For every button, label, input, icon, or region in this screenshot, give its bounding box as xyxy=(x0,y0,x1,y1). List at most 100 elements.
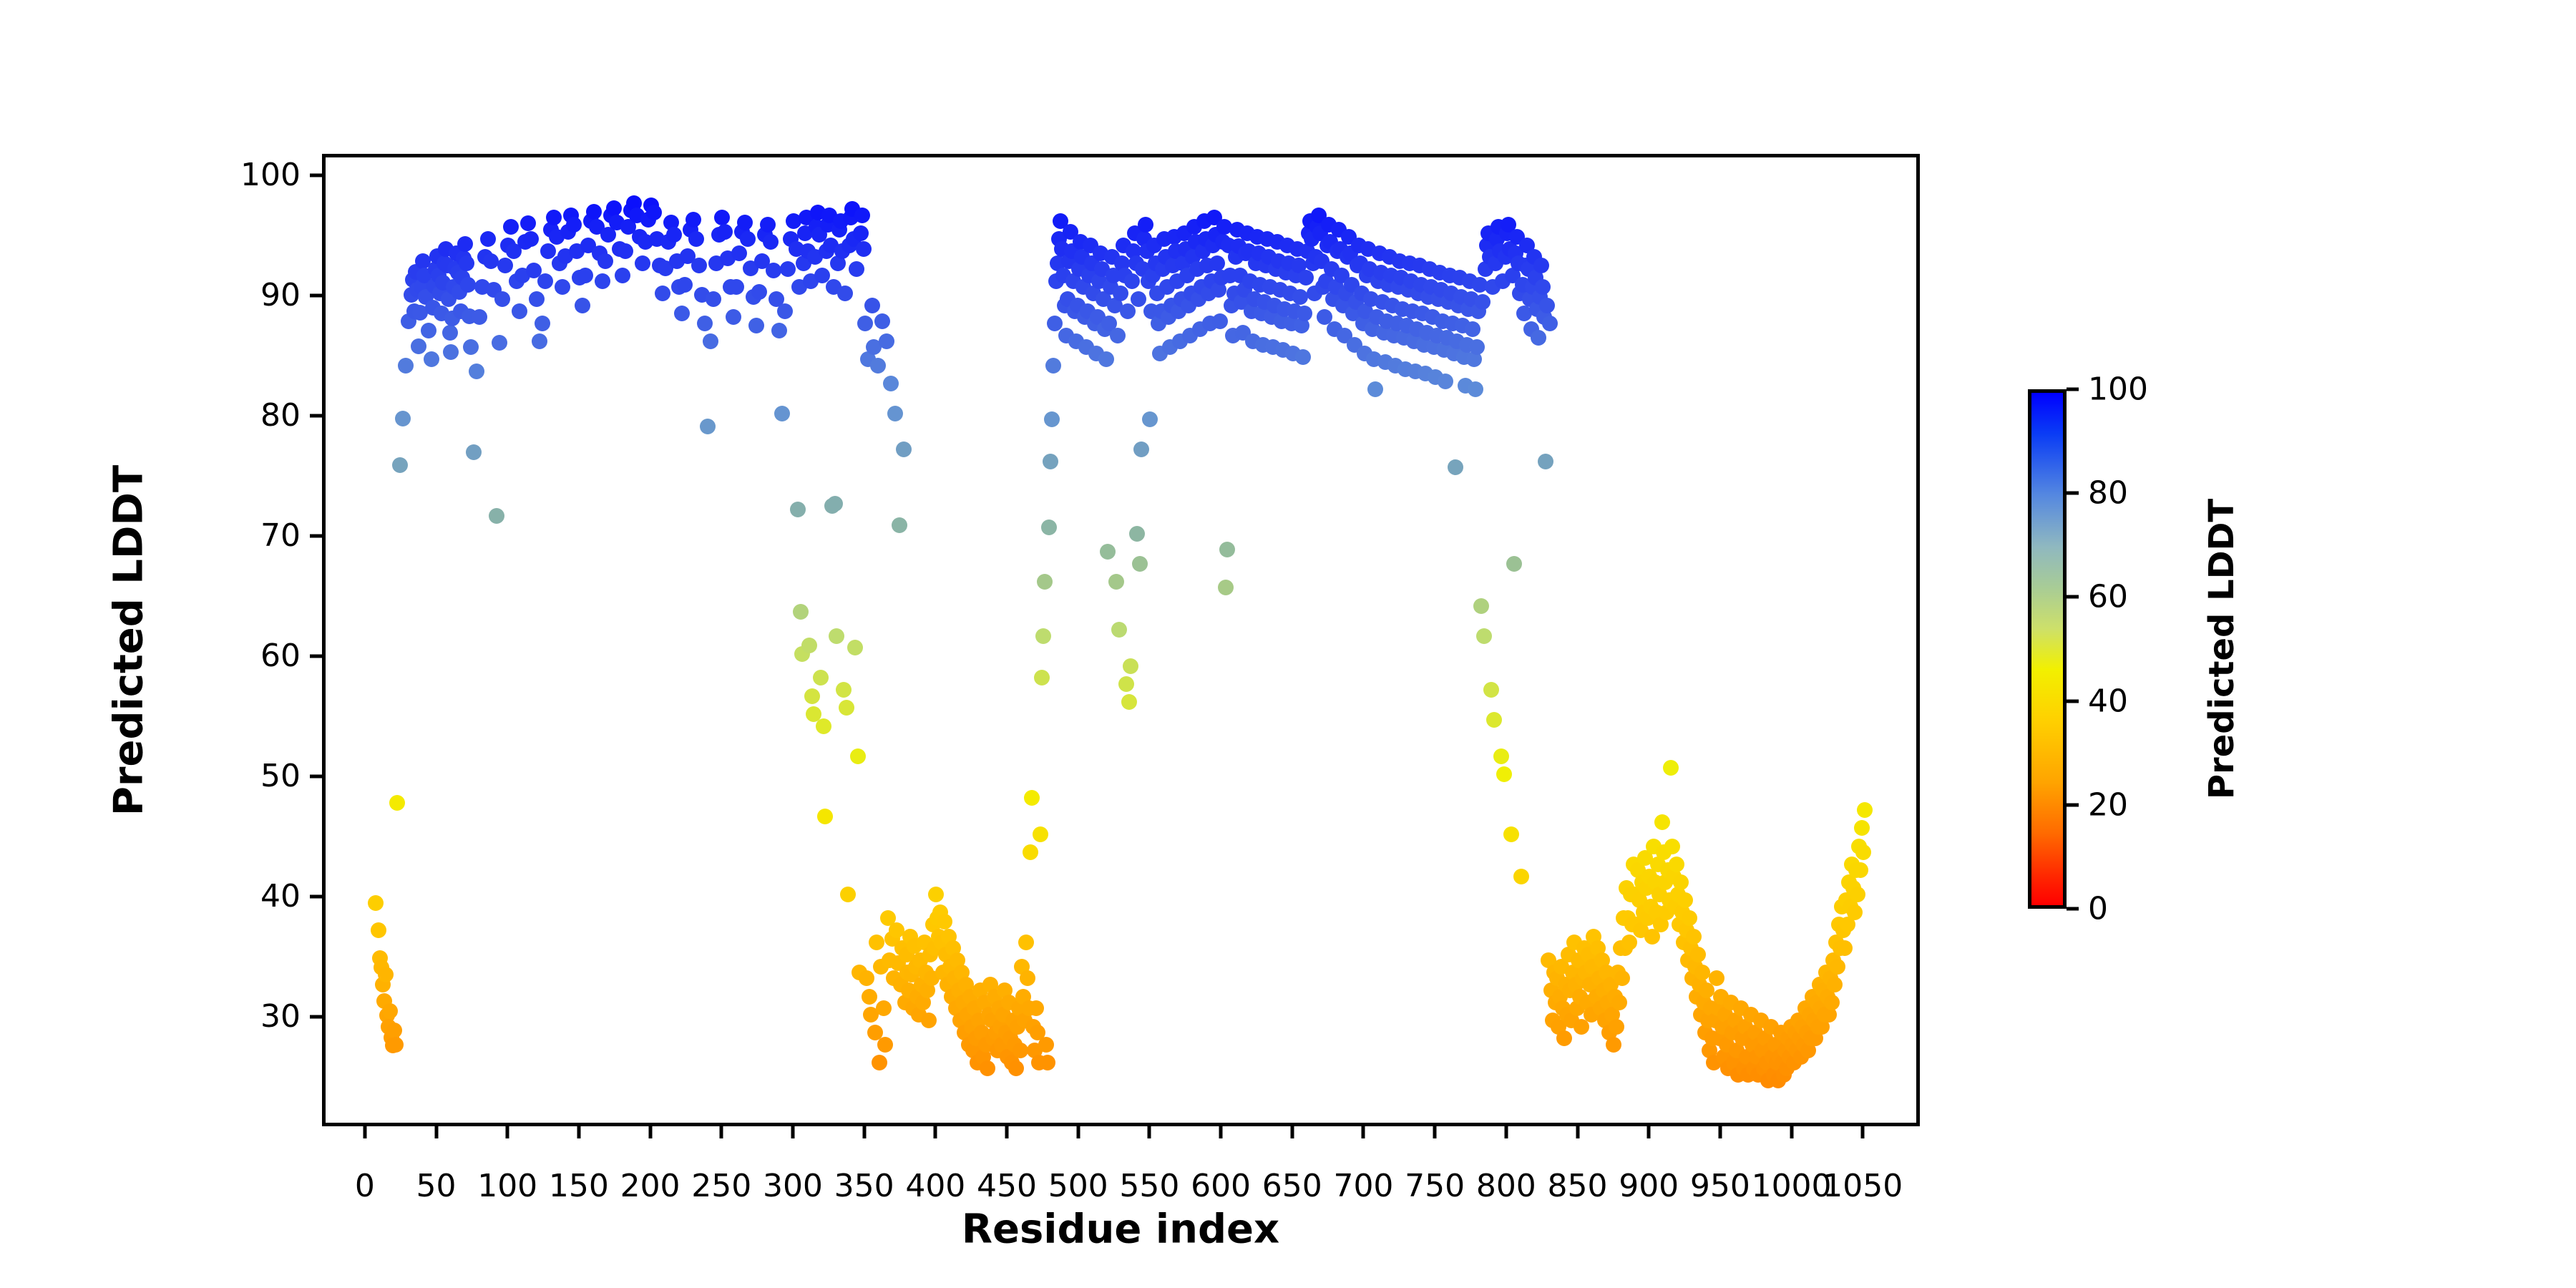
data-point xyxy=(1045,357,1061,374)
plot-area xyxy=(322,154,1920,1126)
data-point xyxy=(526,262,542,278)
data-point xyxy=(740,231,756,248)
data-point xyxy=(728,279,745,296)
x-tick-mark xyxy=(505,1126,509,1138)
x-tick-mark xyxy=(1718,1126,1722,1138)
x-tick-label: 100 xyxy=(477,1168,538,1204)
data-point xyxy=(585,203,602,220)
data-point xyxy=(1106,297,1123,313)
data-point xyxy=(1052,213,1068,229)
data-point xyxy=(1292,288,1308,305)
data-point xyxy=(766,262,781,278)
data-point xyxy=(1108,574,1124,590)
data-point xyxy=(937,914,953,930)
x-tick-mark xyxy=(1790,1126,1794,1138)
data-point xyxy=(804,688,820,704)
data-point xyxy=(1516,306,1532,322)
colorbar: 0 20 40 60 80 100 xyxy=(2028,371,2148,927)
data-point xyxy=(1853,862,1869,879)
data-point xyxy=(367,894,384,911)
x-tick-mark xyxy=(1361,1126,1365,1138)
data-point xyxy=(1042,454,1058,469)
data-point xyxy=(605,200,622,216)
data-point xyxy=(954,964,970,980)
data-point xyxy=(1296,306,1312,322)
data-point xyxy=(480,231,497,248)
data-point xyxy=(387,1036,404,1053)
data-point xyxy=(529,291,545,308)
x-axis-label: Residue index xyxy=(961,1206,1280,1253)
data-point xyxy=(1847,904,1863,920)
data-point xyxy=(1800,1043,1816,1059)
data-point xyxy=(1586,928,1602,945)
y-tick-mark xyxy=(310,293,322,298)
colorbar-tick-label: 20 xyxy=(2088,786,2128,824)
data-point xyxy=(1669,856,1685,872)
data-point xyxy=(786,213,801,229)
data-point xyxy=(1036,574,1053,590)
data-point xyxy=(867,1024,883,1040)
data-point xyxy=(466,444,482,460)
data-point xyxy=(887,405,903,421)
data-point xyxy=(1113,255,1130,271)
data-point xyxy=(1040,519,1057,536)
colorbar-tick-mark xyxy=(2067,699,2079,703)
data-point xyxy=(1112,285,1128,301)
data-point xyxy=(1367,381,1384,398)
data-point xyxy=(1496,766,1512,782)
data-point xyxy=(391,457,408,473)
x-tick-label: 950 xyxy=(1689,1168,1750,1204)
data-point xyxy=(691,258,708,274)
data-point xyxy=(512,303,528,319)
data-point xyxy=(460,277,477,293)
data-point xyxy=(958,976,975,992)
data-point xyxy=(874,313,890,329)
data-point xyxy=(1122,658,1138,674)
data-point xyxy=(945,940,962,957)
data-point xyxy=(1468,381,1483,398)
data-point xyxy=(1474,293,1491,310)
data-point xyxy=(1013,1043,1028,1059)
data-point xyxy=(1682,910,1697,927)
data-point xyxy=(1606,1036,1622,1053)
data-point xyxy=(980,1060,996,1077)
data-point xyxy=(1138,217,1154,233)
data-point xyxy=(1701,1043,1717,1059)
data-point xyxy=(814,267,830,283)
data-point xyxy=(1038,1036,1054,1053)
data-point xyxy=(1485,712,1502,728)
data-point xyxy=(389,795,405,811)
data-point xyxy=(620,219,636,235)
data-point xyxy=(494,291,511,308)
y-tick-label: 40 xyxy=(260,878,301,915)
data-point xyxy=(1663,760,1679,776)
data-point xyxy=(634,255,650,271)
data-point xyxy=(370,922,386,939)
data-point xyxy=(663,214,679,230)
data-point xyxy=(397,357,414,374)
data-point xyxy=(625,195,642,211)
data-point xyxy=(411,304,428,321)
data-point xyxy=(1043,411,1060,428)
data-point xyxy=(420,322,436,338)
data-point xyxy=(381,1002,398,1019)
data-point xyxy=(506,243,522,259)
data-point xyxy=(1212,313,1229,329)
data-point xyxy=(737,214,753,230)
data-point xyxy=(386,1022,402,1038)
data-point xyxy=(1824,994,1840,1010)
x-tick-label: 900 xyxy=(1619,1168,1679,1204)
data-point xyxy=(1534,279,1551,296)
x-tick-label: 800 xyxy=(1475,1168,1536,1204)
colorbar-tick-mark xyxy=(2067,595,2079,599)
data-point xyxy=(1614,970,1631,987)
data-point xyxy=(459,255,475,271)
data-point xyxy=(1099,544,1116,560)
data-point xyxy=(1503,826,1519,842)
data-point xyxy=(703,333,719,349)
x-tick-label: 850 xyxy=(1547,1168,1608,1204)
data-point xyxy=(864,297,880,313)
x-tick-label: 0 xyxy=(354,1168,375,1204)
data-point xyxy=(1033,670,1050,686)
